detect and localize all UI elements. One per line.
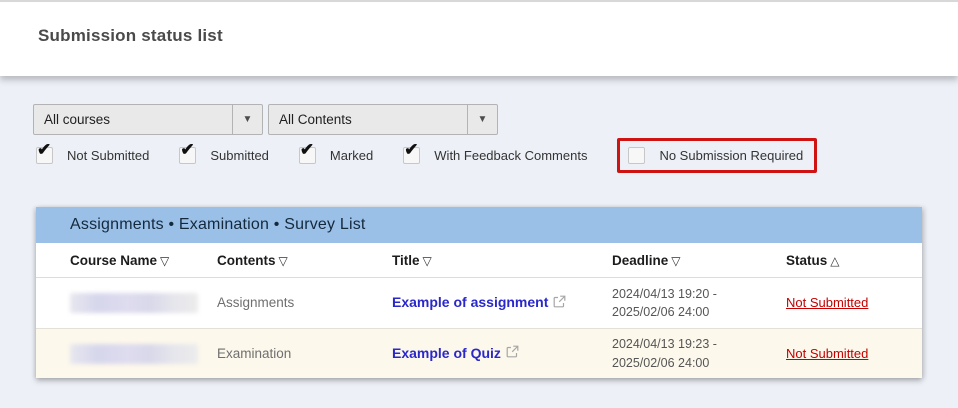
contents-select-value: All Contents [279,112,352,127]
table-body: Assignments Example of assignment 2024/04/… [36,278,922,378]
checkbox-label: With Feedback Comments [434,147,588,163]
cell-course-name [36,293,210,313]
external-link-icon [553,295,566,307]
filter-checkbox-submitted[interactable]: ✔ Submitted [179,141,269,164]
column-header-label: Deadline [612,252,669,268]
checkbox-checked[interactable]: ✔ [298,141,316,164]
contents-label: Assignments [217,295,295,310]
title-link-label: Example of Quiz [392,344,501,361]
filter-selects-row: All courses ▼ All Contents ▼ [33,104,498,135]
cell-contents: Examination [210,345,385,363]
filter-checkbox-marked[interactable]: ✔ Marked [298,141,374,164]
table-row: Examination Example of Quiz 2024/04/13 19:… [36,328,922,378]
cell-title: Example of Quiz [385,345,605,363]
course-select-value: All courses [44,112,111,127]
checkmark-icon: ✔ [404,139,419,159]
sort-desc-icon[interactable]: ▽ [160,253,170,268]
deadline-label: 2024/04/13 19:20 - 2025/02/06 24:00 [612,286,717,320]
column-header-status[interactable]: Status △ [778,253,922,268]
status-link[interactable]: Not Submitted [786,345,869,361]
sort-asc-icon[interactable]: △ [830,253,840,268]
sort-desc-icon[interactable]: ▽ [671,253,681,268]
app-header: Submission status list [0,0,958,76]
table-title-bar: Assignments • Examination • Survey List [36,207,922,243]
contents-label: Examination [217,345,292,361]
column-header-label: Contents [217,252,276,268]
cell-deadline: 2024/04/13 19:20 - 2025/02/06 24:00 [605,285,778,322]
filter-checkbox-not-submitted[interactable]: ✔ Not Submitted [36,141,150,164]
submission-table: Assignments • Examination • Survey List … [36,207,922,378]
checkbox-label: Submitted [210,147,269,163]
filter-checkbox-no-submission-required[interactable]: No Submission Required [617,137,818,173]
course-select[interactable]: All courses ▼ [33,104,263,135]
checkbox-label: Marked [329,147,374,163]
column-header-label: Status [786,252,828,268]
column-header-deadline[interactable]: Deadline ▽ [605,253,778,268]
cell-course-name [36,343,210,364]
redacted-course-name [70,343,198,364]
filter-checkbox-with-feedback-comments[interactable]: ✔ With Feedback Comments [403,141,588,164]
table-header-row: Course Name ▽ Contents ▽ Title ▽ Deadline ▽ Stat… [36,243,922,278]
checkbox-label: Not Submitted [67,147,150,163]
page-title: Submission status list [38,26,223,45]
chevron-down-icon[interactable]: ▼ [232,105,262,134]
checkbox-checked[interactable]: ✔ [36,141,53,164]
chevron-down-icon[interactable]: ▼ [467,105,497,134]
checkmark-icon: ✔ [299,139,315,159]
title-link-label: Example of assignment [392,294,549,310]
cell-deadline: 2024/04/13 19:23 - 2025/02/06 24:00 [605,335,778,372]
column-header-contents[interactable]: Contents ▽ [210,253,385,268]
redacted-course-name [70,293,198,313]
checkbox-label: No Submission Required [659,147,804,163]
cell-status: Not Submitted [778,294,922,312]
external-link-icon [506,345,519,358]
cell-contents: Assignments [210,294,385,312]
checkbox-checked[interactable]: ✔ [179,141,197,164]
column-header-title[interactable]: Title ▽ [385,253,605,268]
checkbox-unchecked[interactable] [628,146,646,164]
sort-desc-icon[interactable]: ▽ [278,253,288,268]
checkbox-checked[interactable]: ✔ [403,141,421,164]
column-header-label: Title [392,252,420,268]
deadline-label: 2024/04/13 19:23 - 2025/02/06 24:00 [612,337,717,370]
title-link[interactable]: Example of assignment [392,294,566,310]
cell-title: Example of assignment [385,294,605,312]
column-header-course-name[interactable]: Course Name ▽ [36,253,210,268]
status-link[interactable]: Not Submitted [786,295,869,310]
checkmark-icon: ✔ [37,139,52,159]
sort-desc-icon[interactable]: ▽ [422,253,432,268]
cell-status: Not Submitted [778,345,922,363]
title-link[interactable]: Example of Quiz [392,345,519,361]
column-header-label: Course Name [70,252,158,268]
contents-select[interactable]: All Contents ▼ [268,104,498,135]
checkmark-icon: ✔ [180,139,195,159]
table-row: Assignments Example of assignment 2024/04/… [36,278,922,328]
filter-checkbox-row: ✔ Not Submitted ✔ Submitted ✔ Marked ✔ With Fee… [36,137,818,173]
